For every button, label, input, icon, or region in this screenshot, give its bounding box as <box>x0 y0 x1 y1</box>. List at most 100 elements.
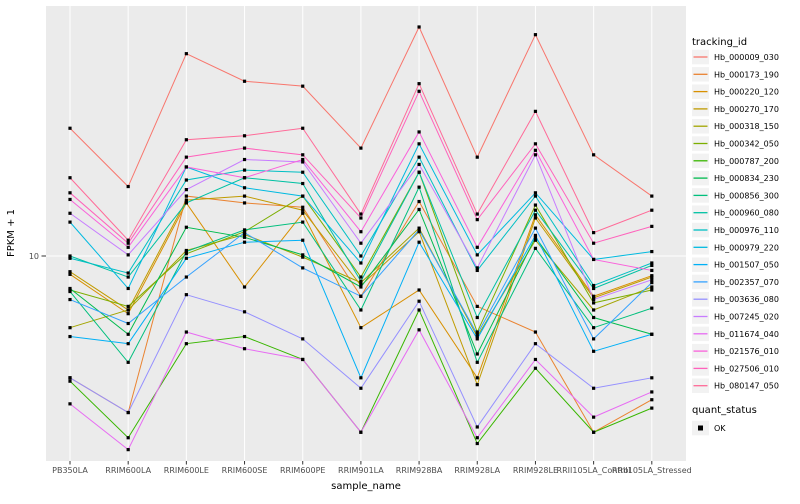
data-point <box>533 233 538 238</box>
data-point <box>359 386 363 390</box>
data-point <box>417 299 421 303</box>
data-point <box>242 285 247 289</box>
data-point <box>184 275 188 279</box>
data-point <box>650 398 654 402</box>
data-point <box>68 220 72 224</box>
legend-item-label: Hb_000318_150 <box>714 122 779 131</box>
data-point <box>533 203 538 207</box>
data-point <box>184 225 188 229</box>
data-point <box>126 245 130 249</box>
legend-item-label: Hb_000976_110 <box>714 226 779 235</box>
data-point <box>184 138 188 142</box>
data-point <box>592 315 596 320</box>
data-point <box>417 288 421 292</box>
data-point <box>417 25 421 29</box>
data-point <box>242 176 247 180</box>
data-point <box>475 334 479 339</box>
data-point <box>184 52 188 56</box>
data-point <box>533 226 538 230</box>
data-point <box>592 257 596 262</box>
data-point <box>68 191 72 195</box>
data-point <box>242 168 247 172</box>
legend-item-label: Hb_000173_190 <box>714 70 779 79</box>
quant-status-point-icon <box>698 425 703 431</box>
data-point <box>650 194 654 198</box>
data-point <box>301 220 305 224</box>
data-point <box>242 157 247 162</box>
x-tick-label: RRIM600LE <box>164 466 209 475</box>
data-point <box>533 246 538 250</box>
data-point <box>650 376 654 380</box>
data-point <box>242 334 247 339</box>
data-point <box>475 266 479 270</box>
data-point <box>533 330 538 334</box>
data-point <box>475 337 479 341</box>
data-point <box>301 126 305 130</box>
data-point <box>533 213 538 217</box>
x-axis-title: sample_name <box>331 481 401 492</box>
data-point <box>533 194 538 198</box>
data-point <box>68 326 72 330</box>
x-tick-label: RRII105LA_Control <box>557 466 631 475</box>
data-point <box>533 208 538 212</box>
x-tick-label: RRIM928LA <box>454 466 500 475</box>
data-point <box>417 199 421 204</box>
data-point <box>533 366 538 370</box>
data-point <box>359 279 363 283</box>
data-point <box>417 89 421 93</box>
data-point <box>242 228 247 232</box>
data-point <box>359 376 363 380</box>
data-point <box>475 218 479 222</box>
data-point <box>184 201 188 205</box>
data-point <box>301 194 305 198</box>
data-point <box>417 226 421 230</box>
data-point <box>417 240 421 244</box>
data-point <box>359 294 363 298</box>
data-point <box>242 79 247 83</box>
legend-item-label: Hb_000787_200 <box>714 157 779 166</box>
data-point <box>242 146 247 150</box>
data-point <box>417 82 421 86</box>
data-point <box>359 146 363 150</box>
data-point <box>359 261 363 265</box>
data-point <box>301 357 305 362</box>
data-point <box>592 301 596 305</box>
series-points <box>68 25 654 452</box>
data-point <box>68 211 72 215</box>
data-point <box>475 245 479 249</box>
data-point <box>592 294 596 298</box>
legend-title: tracking_id <box>692 37 747 48</box>
data-point <box>301 211 305 215</box>
data-point <box>533 148 538 152</box>
data-point <box>592 349 596 353</box>
data-point <box>475 268 479 273</box>
data-point <box>242 186 247 190</box>
data-point <box>68 297 72 302</box>
data-point <box>242 347 247 351</box>
data-point <box>650 261 654 265</box>
legend-item-label: Hb_000009_030 <box>714 53 779 62</box>
data-point <box>417 130 421 134</box>
data-point <box>126 238 130 242</box>
data-point <box>417 308 421 312</box>
data-point <box>592 286 596 291</box>
data-point <box>184 178 188 182</box>
y-tick-label: 10 <box>29 252 39 261</box>
data-point <box>68 176 72 180</box>
data-point <box>126 332 130 336</box>
data-point <box>301 160 305 164</box>
data-point <box>242 232 247 237</box>
data-point <box>592 430 596 434</box>
x-tick-label: RRIM600SE <box>222 466 268 475</box>
data-point <box>592 283 596 288</box>
data-point <box>417 142 421 146</box>
data-point <box>475 441 479 446</box>
data-point <box>301 153 305 157</box>
grid-lines <box>46 6 686 461</box>
data-point <box>126 271 130 275</box>
data-point <box>68 376 72 380</box>
data-point <box>301 157 305 162</box>
legend-item-label: Hb_000342_050 <box>714 140 779 149</box>
data-point <box>184 256 188 260</box>
